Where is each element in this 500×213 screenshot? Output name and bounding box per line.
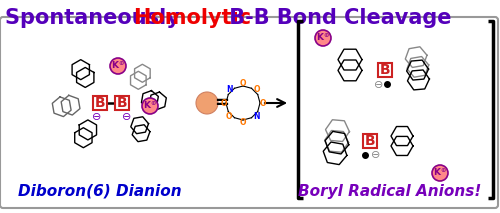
Text: O: O <box>240 118 246 127</box>
Text: N: N <box>254 112 260 121</box>
Text: Diboron(6) Dianion: Diboron(6) Dianion <box>18 184 182 199</box>
Text: $\ominus$: $\ominus$ <box>373 79 383 89</box>
Text: B: B <box>94 96 106 110</box>
Text: B: B <box>116 96 128 110</box>
Circle shape <box>142 98 158 114</box>
FancyBboxPatch shape <box>378 63 392 77</box>
Text: K$^{\oplus}$: K$^{\oplus}$ <box>142 100 156 111</box>
Circle shape <box>196 92 218 114</box>
Text: B-B Bond Cleavage: B-B Bond Cleavage <box>222 8 452 28</box>
Text: Homolytic: Homolytic <box>133 8 251 28</box>
FancyBboxPatch shape <box>363 134 377 148</box>
Circle shape <box>110 58 126 74</box>
FancyBboxPatch shape <box>115 96 129 110</box>
Text: $\ominus$: $\ominus$ <box>121 111 131 122</box>
Text: Boryl Radical Anions!: Boryl Radical Anions! <box>298 184 482 199</box>
Text: K$^{\oplus}$: K$^{\oplus}$ <box>110 60 124 71</box>
FancyBboxPatch shape <box>0 17 498 208</box>
Text: =: = <box>214 94 230 112</box>
Text: O: O <box>254 85 260 94</box>
Circle shape <box>432 165 448 181</box>
Text: O: O <box>226 112 232 121</box>
Text: $\ominus$: $\ominus$ <box>91 111 101 122</box>
Text: O: O <box>220 98 226 108</box>
Text: Spontaneously: Spontaneously <box>5 8 187 28</box>
Text: K$^{\oplus}$: K$^{\oplus}$ <box>316 32 330 43</box>
Text: O: O <box>240 79 246 88</box>
Text: B: B <box>380 63 390 77</box>
Text: $\ominus$: $\ominus$ <box>370 150 380 161</box>
Text: K$^{\oplus}$: K$^{\oplus}$ <box>432 167 446 178</box>
Circle shape <box>315 30 331 46</box>
Text: O: O <box>260 98 266 108</box>
FancyBboxPatch shape <box>93 96 107 110</box>
Text: N: N <box>226 85 232 94</box>
FancyArrowPatch shape <box>265 99 285 107</box>
Text: B: B <box>364 134 376 148</box>
